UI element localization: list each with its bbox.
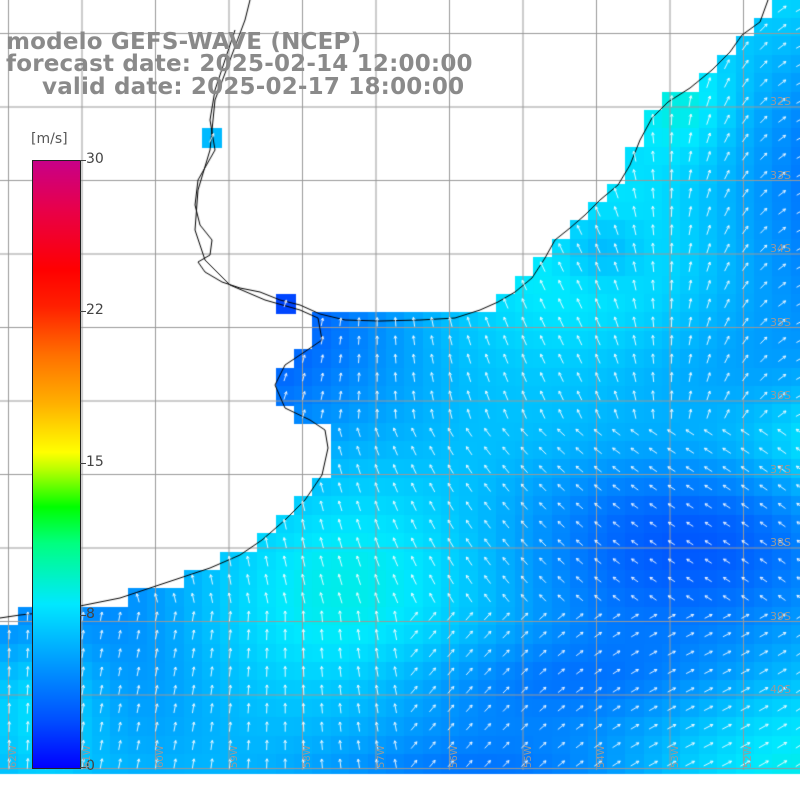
latitude-label: 38S (770, 536, 791, 549)
colorbar-tick-mark (80, 160, 86, 161)
title-model: modelo GEFS-WAVE (NCEP) (6, 29, 362, 55)
longitude-label: 58W (302, 745, 313, 768)
longitude-label: 53W (669, 745, 681, 768)
longitude-label: 57W (375, 745, 387, 768)
colorbar-tick-label: 0 (86, 758, 95, 774)
longitude-label: 60W (155, 745, 166, 768)
longitude-label: 54W (596, 745, 607, 768)
longitude-label: 55W (522, 745, 534, 768)
latitude-label: 36S (770, 389, 791, 402)
latitude-label: 35S (770, 315, 791, 329)
longitude-label: 52W (743, 745, 754, 768)
colorbar-tick-label: 15 (86, 454, 104, 470)
colorbar-tick-mark (80, 463, 86, 464)
colorbar-tick-mark (80, 311, 86, 312)
longitude-label: 62W (8, 745, 19, 768)
latitude-label: 39S (770, 609, 791, 623)
title-forecast-date: forecast date: 2025-02-14 12:00:00 (6, 51, 473, 77)
colorbar (32, 160, 81, 769)
latitude-label: 32S (770, 95, 791, 108)
longitude-label: 61W (81, 745, 93, 768)
latitude-label: 34S (770, 242, 791, 255)
longitude-label: 56W (449, 745, 460, 768)
latitude-label: 40S (770, 683, 791, 696)
latitude-label: 33S (770, 168, 791, 182)
colorbar-tick-mark (80, 767, 86, 768)
colorbar-tick-label: 8 (86, 606, 95, 622)
colorbar-tick-mark (80, 615, 86, 616)
colorbar-unit: [m/s] (31, 131, 68, 147)
colorbar-tick-label: 30 (86, 151, 104, 167)
colorbar-tick-label: 22 (86, 302, 104, 318)
latitude-label: 37S (770, 462, 791, 476)
longitude-label: 59W (228, 745, 240, 768)
title-valid-date: valid date: 2025-02-17 18:00:00 (42, 74, 465, 100)
